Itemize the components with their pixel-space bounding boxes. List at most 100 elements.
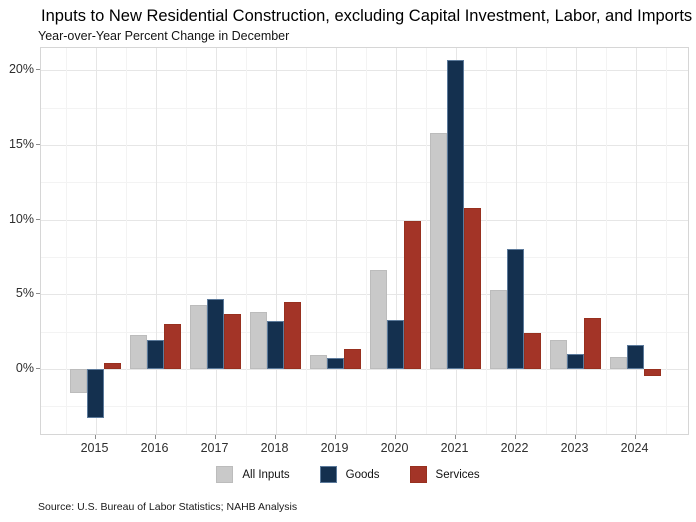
gridline-minor-v xyxy=(485,48,487,434)
gridline-minor-v xyxy=(605,48,607,434)
bar-goods-2023 xyxy=(567,353,584,369)
bar-goods-2022 xyxy=(507,249,524,369)
plot-area xyxy=(40,47,689,435)
x-tick xyxy=(514,435,516,439)
x-tick-label: 2017 xyxy=(200,441,229,455)
bar-services-2015 xyxy=(104,362,121,369)
bar-services-2019 xyxy=(344,349,361,369)
gridline-minor-v xyxy=(365,48,367,434)
gridline-major-v xyxy=(635,48,637,434)
y-tick-label: 10% xyxy=(8,211,34,226)
bar-services-2018 xyxy=(284,301,301,369)
legend-item-services: Services xyxy=(409,466,480,483)
gridline-major-v xyxy=(275,48,277,434)
bar-services-2024 xyxy=(644,368,661,377)
x-tick xyxy=(454,435,456,439)
bar-services-2023 xyxy=(584,318,601,369)
legend-label-goods: Goods xyxy=(345,468,380,481)
gridline-major-v xyxy=(335,48,337,434)
bar-goods-2017 xyxy=(207,298,224,369)
bar-goods-2018 xyxy=(267,321,284,369)
bar-all-inputs-2019 xyxy=(310,355,327,369)
chart-title: Inputs to New Residential Construction, … xyxy=(41,7,693,25)
y-tick xyxy=(36,144,40,145)
gridline-major-v xyxy=(515,48,517,434)
bar-all-inputs-2015 xyxy=(70,368,87,393)
gridline-minor-v xyxy=(305,48,307,434)
bar-services-2021 xyxy=(464,207,481,369)
y-tick xyxy=(36,218,40,220)
bar-services-2020 xyxy=(404,221,421,369)
x-tick-label: 2016 xyxy=(140,441,169,455)
gridline-major-h xyxy=(41,368,688,370)
x-tick-label: 2019 xyxy=(320,441,349,455)
x-tick xyxy=(394,435,396,439)
y-tick-label: 5% xyxy=(15,286,34,301)
x-tick-label: 2015 xyxy=(80,441,109,455)
chart-subtitle: Year-over-Year Percent Change in Decembe… xyxy=(38,29,290,43)
gridline-major-v xyxy=(215,48,217,434)
gridline-major-v xyxy=(95,48,97,434)
bar-all-inputs-2021 xyxy=(430,133,447,369)
x-tick-label: 2018 xyxy=(260,441,289,455)
bar-all-inputs-2016 xyxy=(130,334,147,369)
gridline-minor-h xyxy=(41,406,688,408)
x-tick xyxy=(154,435,156,439)
gridline-minor-h xyxy=(41,331,688,333)
x-tick xyxy=(634,435,636,439)
gridline-major-v xyxy=(155,48,157,434)
y-tick-label: 0% xyxy=(15,360,34,375)
y-tick-label: 15% xyxy=(8,137,34,151)
bar-all-inputs-2018 xyxy=(250,312,267,369)
x-tick-label: 2020 xyxy=(380,441,409,455)
gridline-minor-v xyxy=(125,48,127,434)
gridline-minor-h xyxy=(41,182,688,184)
y-tick xyxy=(36,293,40,295)
gridline-minor-v xyxy=(185,48,187,434)
bar-services-2022 xyxy=(524,333,541,369)
bar-goods-2020 xyxy=(387,319,404,369)
bar-services-2016 xyxy=(164,324,181,369)
y-tick xyxy=(36,367,40,369)
legend-label-services: Services xyxy=(435,468,480,481)
bar-goods-2024 xyxy=(627,344,644,369)
gridline-major-v xyxy=(575,48,577,434)
legend-label-all-inputs: All Inputs xyxy=(242,468,290,481)
x-tick-label: 2021 xyxy=(440,441,469,455)
x-tick-label: 2023 xyxy=(560,441,589,455)
bar-goods-2019 xyxy=(327,358,344,369)
y-tick xyxy=(36,69,40,71)
gridline-minor-v xyxy=(425,48,427,434)
x-tick xyxy=(334,435,336,439)
gridline-minor-h xyxy=(41,256,688,258)
gridline-minor-v xyxy=(65,48,67,434)
x-tick xyxy=(274,435,276,439)
gridline-minor-v xyxy=(665,48,667,434)
bar-goods-2016 xyxy=(147,340,164,369)
x-tick xyxy=(214,435,216,439)
bar-all-inputs-2022 xyxy=(490,289,507,369)
bar-all-inputs-2024 xyxy=(610,356,627,369)
legend-item-all-inputs: All Inputs xyxy=(216,466,290,483)
services-swatch-icon xyxy=(409,466,427,483)
gridline-major-h xyxy=(41,294,688,296)
gridline-major-h xyxy=(41,70,688,72)
gridline-minor-v xyxy=(545,48,547,434)
x-tick xyxy=(574,435,576,439)
gridline-minor-v xyxy=(245,48,247,434)
legend: All Inputs Goods Services xyxy=(0,466,696,483)
bar-all-inputs-2017 xyxy=(190,304,207,369)
goods-swatch-icon xyxy=(319,466,337,483)
gridline-minor-h xyxy=(41,107,688,109)
all-inputs-swatch-icon xyxy=(216,466,234,483)
gridline-major-h xyxy=(41,219,688,221)
gridline-major-v xyxy=(395,48,397,434)
bar-goods-2021 xyxy=(447,59,464,369)
legend-item-goods: Goods xyxy=(319,466,380,483)
bar-all-inputs-2023 xyxy=(550,340,567,369)
x-tick-label: 2022 xyxy=(500,441,529,455)
bar-all-inputs-2020 xyxy=(370,270,387,369)
source-attribution: Source: U.S. Bureau of Labor Statistics;… xyxy=(38,501,298,513)
x-tick-label: 2024 xyxy=(620,441,649,455)
